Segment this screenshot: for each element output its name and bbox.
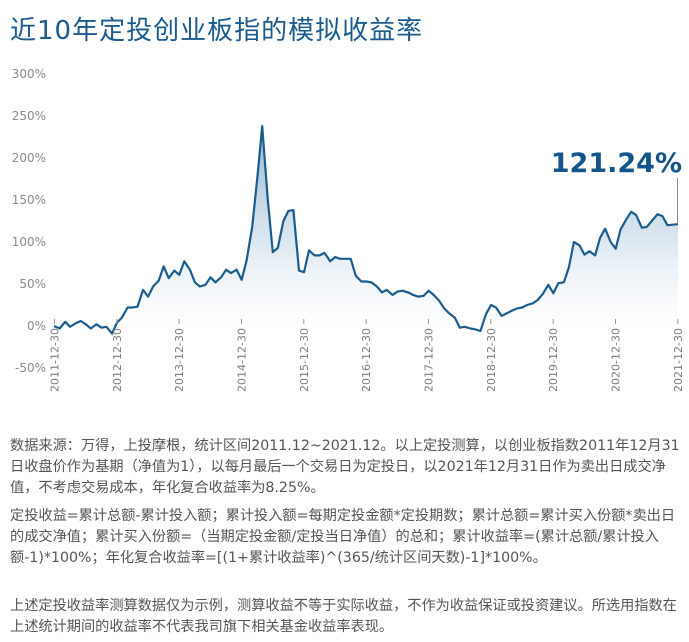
y-axis: 300% 250% 200% 150% 100% 50% 0% -50% xyxy=(12,67,46,375)
x-axis: 2011-12-30 2012-12-30 2013-12-30 2014-12-30… xyxy=(48,319,685,392)
disclaimer-note: 上述定投收益率测算数据仅为示例，测算收益不等于实际收益，不作为收益保证或投资建议… xyxy=(10,598,677,635)
chart-title: 近10年定投创业板指的模拟收益率 xyxy=(10,16,424,46)
formula-note: 定投收益=累计总额-累计投入额；累计投入额=每期定投金额*定投期数；累计总额=累… xyxy=(10,508,676,566)
y-tick-label: 200% xyxy=(12,151,46,165)
x-tick-label: 2018-12-30 xyxy=(485,328,498,392)
series-area xyxy=(54,126,678,334)
x-tick-label: 2021-12-30 xyxy=(672,328,685,392)
x-tick-label: 2015-12-30 xyxy=(298,328,311,392)
x-tick-label: 2014-12-30 xyxy=(235,328,248,392)
x-tick-label: 2019-12-30 xyxy=(547,328,560,392)
annotation: 121.24% xyxy=(551,148,682,225)
source-note: 数据来源：万得，上投摩根，统计区间2011.12~2021.12。以上定投测算，… xyxy=(10,438,680,496)
end-value-label: 121.24% xyxy=(551,148,682,179)
x-tick-label: 2016-12-30 xyxy=(360,328,373,392)
x-tick-label: 2013-12-30 xyxy=(173,328,186,392)
y-tick-label: 0% xyxy=(27,319,46,333)
x-tick-label: 2012-12-30 xyxy=(111,328,124,392)
y-tick-label: 250% xyxy=(12,109,46,123)
x-tick-label: 2020-12-30 xyxy=(609,328,622,392)
y-tick-label: -50% xyxy=(15,361,46,375)
series-line xyxy=(53,125,679,335)
y-tick-label: 150% xyxy=(12,193,46,207)
x-tick-label: 2017-12-30 xyxy=(422,328,435,392)
y-tick-label: 300% xyxy=(12,67,46,81)
area-chart: 300% 250% 200% 150% 100% 50% 0% -50% 2011-12-30… xyxy=(12,67,685,392)
x-tick-label: 2011-12-30 xyxy=(48,328,61,392)
y-tick-label: 100% xyxy=(12,235,46,249)
plot-area xyxy=(53,125,679,335)
y-tick-label: 50% xyxy=(19,277,46,291)
